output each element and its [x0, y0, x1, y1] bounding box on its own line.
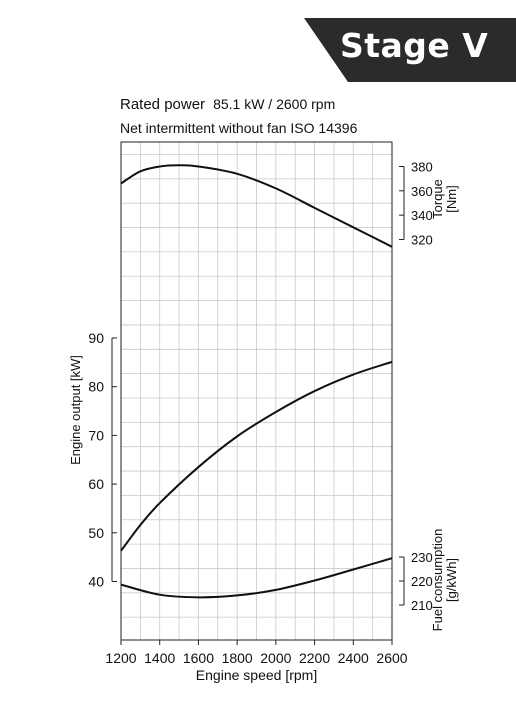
torque-tick-label: 380	[411, 159, 433, 174]
fuel-axis-title: Fuel consumption[g/kWh]	[430, 529, 459, 632]
output-tick-label: 70	[88, 427, 104, 443]
stage-badge-label: Stage V	[340, 26, 489, 65]
chart-axes: 1200 1400 1600 1800 2000 2200 2400 2600 Engine s…	[68, 159, 459, 683]
rated-power-value: 85.1 kW / 2600 rpm	[213, 96, 336, 112]
x-tick-label: 2200	[299, 650, 330, 666]
x-axis-title: Engine speed [rpm]	[196, 667, 317, 683]
fuel-tick-label: 220	[411, 574, 433, 589]
chart-title: Rated power 85.1 kW / 2600 rpm	[120, 96, 410, 113]
fuel-curve	[120, 557, 393, 599]
output-axis-title: Engine output [kW]	[68, 355, 83, 465]
chart-curves	[120, 164, 393, 599]
torque-axis-title: Torque[Nm]	[430, 179, 459, 219]
badge-shape	[304, 18, 516, 82]
x-tick-label: 2600	[376, 650, 407, 666]
x-tick-label: 1600	[183, 650, 214, 666]
x-tick-label: 1800	[222, 650, 253, 666]
chart-grid	[121, 142, 392, 640]
torque-curve	[120, 164, 393, 248]
plot-frame	[120, 141, 393, 641]
fuel-axis-title-line: Fuel consumption	[430, 529, 445, 632]
output-tick-label: 90	[88, 330, 104, 346]
torque-tick-label: 360	[411, 184, 433, 199]
x-tick-label: 2400	[338, 650, 369, 666]
stage-badge-background	[304, 18, 516, 82]
x-tick-label: 2000	[260, 650, 291, 666]
fuel-tick-label: 210	[411, 598, 433, 613]
output-tick-label: 50	[88, 525, 104, 541]
rated-power-label: Rated power	[120, 96, 206, 113]
output-curve	[120, 360, 393, 552]
torque-tick-label: 340	[411, 208, 433, 223]
x-tick-label: 1400	[144, 650, 175, 666]
fuel-tick-label: 230	[411, 550, 433, 565]
output-tick-label: 60	[88, 476, 104, 492]
x-tick-label: 1200	[105, 650, 136, 666]
torque-tick-label: 320	[411, 233, 433, 248]
fuel-axis-title-line: [g/kWh]	[444, 558, 459, 602]
torque-axis-title-line: Torque	[430, 179, 445, 219]
torque-axis-title-line: [Nm]	[444, 185, 459, 212]
chart-subtitle: Net intermittent without fan ISO 14396	[120, 120, 358, 136]
output-tick-label: 40	[88, 574, 104, 590]
output-tick-label: 80	[88, 379, 104, 395]
